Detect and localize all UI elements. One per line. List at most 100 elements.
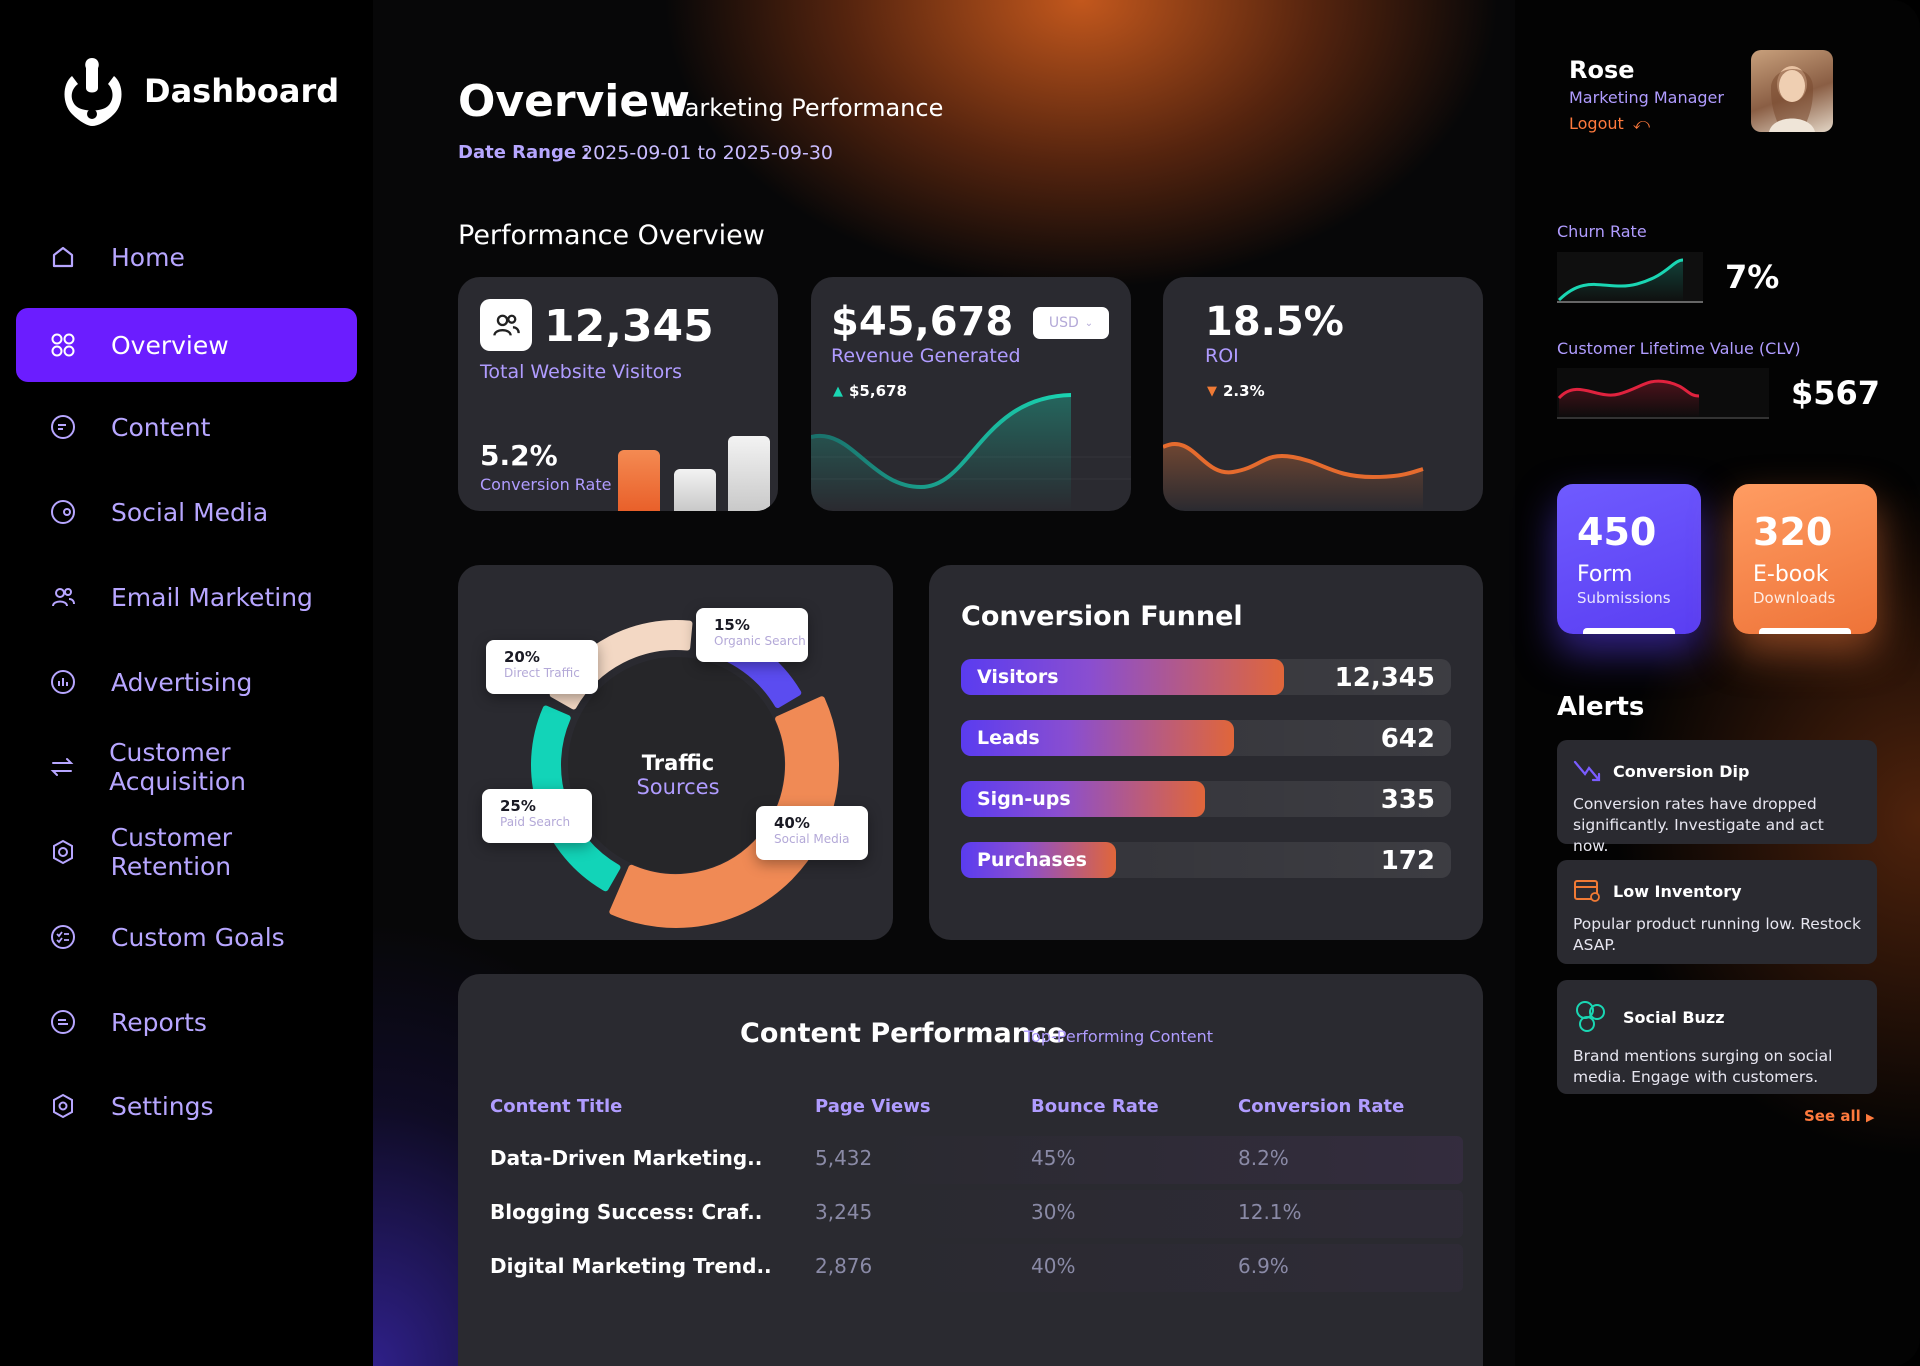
currency-select[interactable]: USD ⌄ bbox=[1033, 307, 1109, 339]
table-header-cell[interactable]: Page Views bbox=[815, 1096, 931, 1117]
ebook-downloads-tile[interactable]: 320 E-book Downloads bbox=[1733, 484, 1877, 634]
table-header-cell[interactable]: Conversion Rate bbox=[1238, 1096, 1405, 1117]
funnel-value: 172 bbox=[1380, 846, 1435, 876]
funnel-row[interactable]: Leads 642 bbox=[961, 720, 1451, 756]
brand-name: Dashboard bbox=[144, 72, 340, 110]
donut-center-label: Traffic Sources bbox=[608, 751, 748, 799]
ebook-downloads-subtitle: Downloads bbox=[1753, 589, 1836, 607]
avatar[interactable] bbox=[1751, 50, 1833, 132]
page-subtitle: Marketing Performance bbox=[664, 94, 944, 122]
nav-item-reports[interactable]: Reports bbox=[16, 985, 357, 1059]
nav-item-custom-goals[interactable]: Custom Goals bbox=[16, 900, 357, 974]
funnel-title: Conversion Funnel bbox=[961, 601, 1243, 632]
donut-tag-pct: 40% bbox=[774, 814, 810, 832]
nav-item-home[interactable]: Home bbox=[16, 220, 357, 294]
funnel-bar bbox=[961, 781, 1205, 817]
table-cell: 2,876 bbox=[815, 1254, 873, 1278]
table-cell: 30% bbox=[1031, 1200, 1076, 1224]
visitors-label: Total Website Visitors bbox=[480, 361, 683, 383]
trend-down-icon bbox=[1573, 758, 1603, 784]
funnel-row[interactable]: Purchases 172 bbox=[961, 842, 1451, 878]
date-range-value[interactable]: 2025-09-01 to 2025-09-30 bbox=[581, 142, 833, 164]
chart-circle-icon bbox=[49, 668, 77, 696]
nav-label: Home bbox=[111, 242, 185, 272]
nav-item-customer-retention[interactable]: Customer Retention bbox=[16, 815, 357, 889]
nav-item-social-media[interactable]: Social Media bbox=[16, 475, 357, 549]
table-row[interactable] bbox=[478, 1190, 1463, 1238]
alert-conversion-dip[interactable]: Conversion Dip Conversion rates have dro… bbox=[1557, 740, 1877, 855]
nav-item-advertising[interactable]: Advertising bbox=[16, 645, 357, 719]
table-cell: 45% bbox=[1031, 1146, 1076, 1170]
nav-label: Settings bbox=[111, 1091, 214, 1121]
table-header-cell[interactable]: Bounce Rate bbox=[1031, 1096, 1159, 1117]
table-cell: Digital Marketing Trend.. bbox=[490, 1254, 772, 1278]
chevron-down-icon: ⌄ bbox=[1084, 317, 1094, 329]
page-title: Overview bbox=[458, 76, 690, 127]
funnel-row[interactable]: Visitors 12,345 bbox=[961, 659, 1451, 695]
table-header-cell[interactable]: Content Title bbox=[490, 1096, 623, 1117]
logout-link[interactable]: Logout ⤺ bbox=[1569, 114, 1650, 134]
social-icon bbox=[49, 498, 77, 526]
visitors-value: 12,345 bbox=[544, 301, 714, 352]
nav-label: Overview bbox=[111, 330, 229, 360]
roi-trend-chart bbox=[1163, 442, 1424, 511]
donut-tag-label: Social Media bbox=[774, 832, 850, 846]
alert-body: Conversion rates have dropped significan… bbox=[1573, 795, 1824, 855]
inventory-icon bbox=[1573, 878, 1603, 904]
form-submissions-value: 450 bbox=[1577, 510, 1657, 554]
mini-bar bbox=[674, 469, 716, 511]
table-cell: Blogging Success: Craf.. bbox=[490, 1200, 763, 1224]
funnel-row[interactable]: Sign-ups 335 bbox=[961, 781, 1451, 817]
table-row[interactable] bbox=[478, 1244, 1463, 1292]
mini-bar bbox=[728, 436, 770, 511]
nav-label: Content bbox=[111, 412, 211, 442]
tile-indicator bbox=[1583, 628, 1675, 634]
funnel-bar bbox=[961, 659, 1284, 695]
settings-icon bbox=[49, 1092, 77, 1120]
funnel-value: 642 bbox=[1380, 724, 1435, 754]
report-icon bbox=[49, 1008, 77, 1036]
nav-item-overview[interactable]: Overview bbox=[16, 308, 357, 382]
table-cell: 3,245 bbox=[815, 1200, 873, 1224]
brand-logo-icon bbox=[64, 58, 122, 126]
form-submissions-tile[interactable]: 450 Form Submissions bbox=[1557, 484, 1701, 634]
revenue-label: Revenue Generated bbox=[831, 345, 1021, 367]
profile-name: Rose bbox=[1569, 56, 1635, 84]
alert-low-inventory[interactable]: Low Inventory Popular product running lo… bbox=[1557, 860, 1877, 964]
revenue-trend-chart bbox=[811, 393, 1131, 511]
conversion-rate-label: Conversion Rate bbox=[480, 475, 612, 494]
clv-value: $567 bbox=[1791, 374, 1881, 412]
donut-tag-pct: 15% bbox=[714, 616, 750, 634]
nav-label: Email Marketing bbox=[111, 582, 313, 612]
visitors-icon bbox=[480, 299, 532, 351]
nav-label: Customer Acquisition bbox=[109, 738, 246, 796]
clv-sparkline bbox=[1557, 368, 1769, 419]
nav-item-settings[interactable]: Settings bbox=[16, 1069, 357, 1143]
donut-tag: 20% Direct Traffic bbox=[486, 640, 598, 694]
nav-label: Reports bbox=[111, 1007, 207, 1037]
donut-tag: 25% Paid Search bbox=[482, 789, 592, 843]
table-row[interactable] bbox=[478, 1136, 1463, 1184]
roi-value: 18.5% bbox=[1205, 299, 1344, 345]
nav-item-content[interactable]: Content bbox=[16, 390, 357, 464]
table-cell: Data-Driven Marketing.. bbox=[490, 1146, 763, 1170]
social-buzz-icon bbox=[1573, 998, 1613, 1036]
donut-tag-label: Paid Search bbox=[500, 815, 571, 829]
donut-tag-pct: 25% bbox=[500, 797, 536, 815]
alert-social-buzz[interactable]: Social Buzz Brand mentions surging on so… bbox=[1557, 980, 1877, 1094]
roi-label: ROI bbox=[1205, 345, 1239, 367]
nav-label: Advertising bbox=[111, 667, 253, 697]
see-all-link[interactable]: See all ▶ bbox=[1804, 1107, 1874, 1125]
roi-card: 18.5% ROI ▼ 2.3% bbox=[1163, 277, 1483, 511]
revenue-delta-value: $5,678 bbox=[849, 382, 907, 400]
nav-item-email-marketing[interactable]: Email Marketing bbox=[16, 560, 357, 634]
alert-title: Low Inventory bbox=[1613, 881, 1742, 901]
conversion-rate-value: 5.2% bbox=[480, 439, 558, 472]
profile-role: Marketing Manager bbox=[1569, 88, 1724, 107]
donut-tag: 40% Social Media bbox=[756, 806, 868, 860]
nav-item-customer-acquisition[interactable]: Customer Acquisition bbox=[16, 730, 357, 804]
avatar-portrait-icon bbox=[1769, 66, 1815, 132]
conversion-funnel-card: Conversion Funnel Visitors 12,345 Leads … bbox=[929, 565, 1483, 940]
play-arrow-icon: ▶ bbox=[1866, 1111, 1875, 1124]
donut-hole bbox=[568, 657, 784, 873]
